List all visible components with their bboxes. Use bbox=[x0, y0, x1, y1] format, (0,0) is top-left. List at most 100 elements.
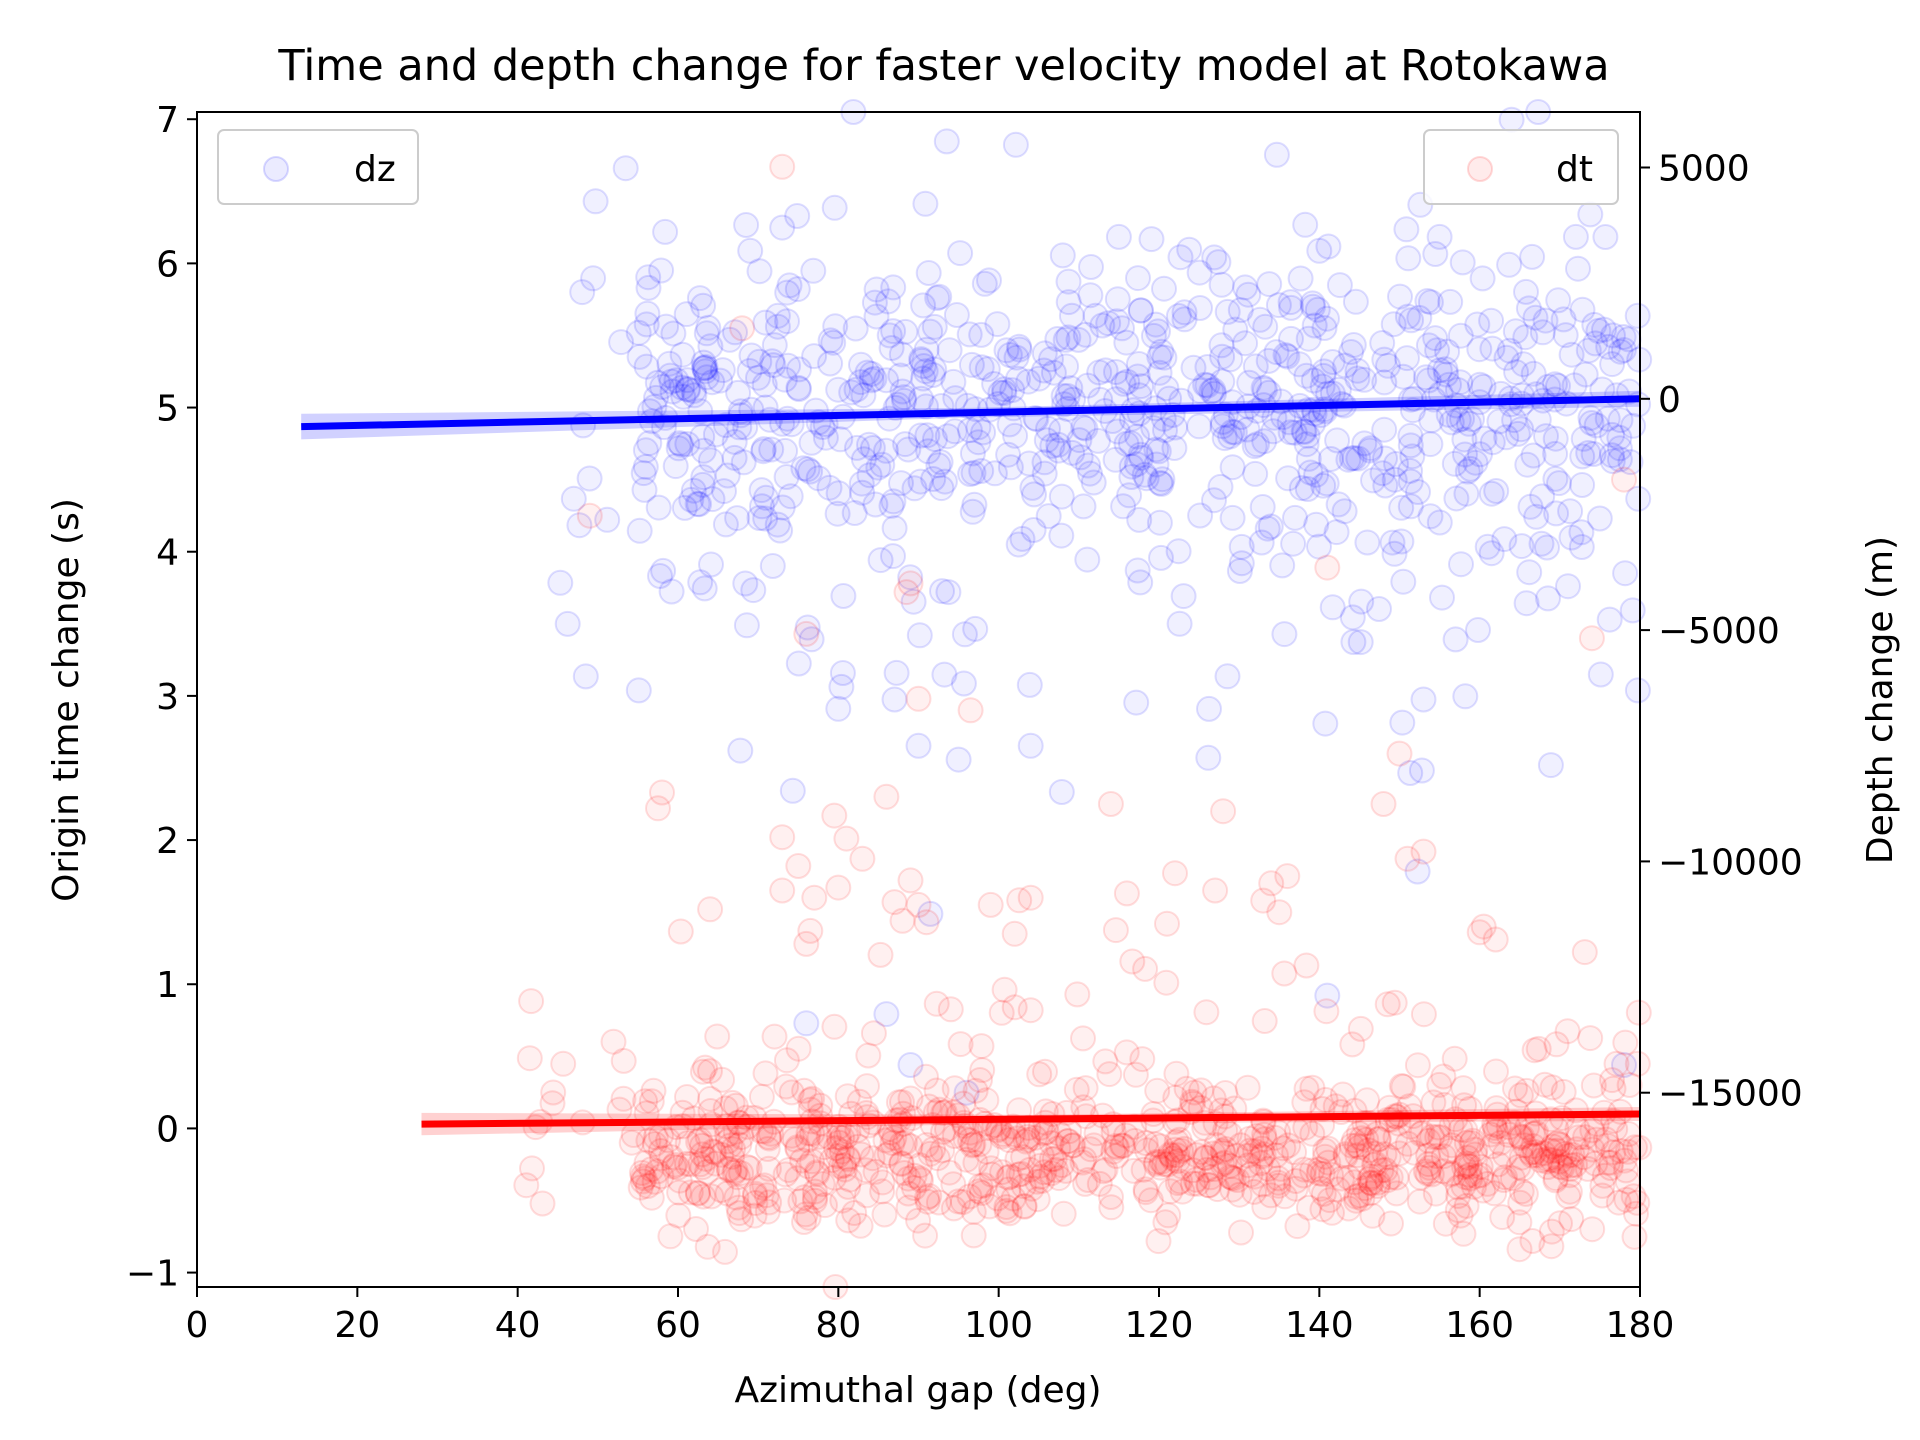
dt-point bbox=[1266, 899, 1293, 926]
dz-point bbox=[711, 478, 737, 505]
dz-point bbox=[908, 347, 935, 374]
dt-point bbox=[1309, 1161, 1336, 1187]
dt-point bbox=[1134, 1137, 1160, 1164]
dz-point bbox=[1287, 265, 1314, 292]
dt-point bbox=[968, 1180, 995, 1206]
dz-point bbox=[915, 260, 942, 286]
dt-point bbox=[754, 1198, 781, 1225]
dz-point bbox=[987, 379, 1014, 406]
dt-point bbox=[855, 1042, 882, 1069]
dz-point bbox=[931, 468, 958, 495]
dz-point bbox=[895, 436, 922, 463]
dz-point bbox=[569, 279, 596, 306]
dz-point bbox=[1040, 359, 1067, 386]
dz-point bbox=[897, 1052, 924, 1078]
dt-point bbox=[647, 1138, 674, 1164]
dt-point bbox=[1154, 1151, 1181, 1178]
dt-point bbox=[600, 1028, 627, 1055]
dz-point bbox=[1545, 287, 1572, 314]
dz-point bbox=[1344, 357, 1371, 384]
dz-point bbox=[1281, 419, 1308, 446]
dz-point bbox=[1020, 517, 1047, 543]
dt-point bbox=[1121, 1127, 1148, 1154]
dt-point bbox=[978, 1155, 1005, 1182]
dz-point bbox=[1282, 504, 1308, 531]
dt-point bbox=[797, 1087, 824, 1114]
legend-dt-marker bbox=[1467, 156, 1493, 182]
dz-point bbox=[1128, 297, 1154, 324]
dt-point bbox=[1623, 1200, 1649, 1227]
dz-point bbox=[1406, 304, 1433, 331]
dz-point bbox=[566, 512, 593, 539]
dt-point bbox=[1415, 1127, 1442, 1154]
dt-point bbox=[1574, 1155, 1601, 1182]
dz-point bbox=[926, 283, 953, 310]
dz-point bbox=[1208, 332, 1235, 359]
dt-point bbox=[1010, 1144, 1037, 1171]
x-tick-label: 40 bbox=[495, 1305, 541, 1346]
dt-point bbox=[1556, 1156, 1583, 1182]
dz-point bbox=[1443, 485, 1470, 512]
dt-point bbox=[831, 1156, 858, 1183]
dz-point bbox=[993, 337, 1020, 364]
dt-point bbox=[1409, 1119, 1436, 1146]
dz-point bbox=[1219, 504, 1246, 531]
dt-point bbox=[1157, 1178, 1184, 1205]
dt-point bbox=[754, 1136, 781, 1162]
dz-point bbox=[1217, 423, 1244, 450]
dz-point bbox=[1624, 677, 1651, 704]
dz-point bbox=[876, 322, 903, 349]
dt-point bbox=[664, 1154, 691, 1181]
dt-point bbox=[1625, 999, 1652, 1026]
dt-point bbox=[1180, 1170, 1206, 1197]
dz-point bbox=[1338, 445, 1365, 472]
dz-point bbox=[920, 362, 946, 388]
dt-point bbox=[1463, 1163, 1490, 1190]
dt-point bbox=[1445, 1183, 1472, 1209]
dz-point bbox=[1569, 296, 1596, 323]
dz-point bbox=[1397, 432, 1424, 459]
dt-point bbox=[969, 1057, 996, 1084]
dt-point bbox=[1452, 1164, 1479, 1191]
dt-point bbox=[835, 1173, 862, 1200]
dz-point bbox=[1127, 441, 1154, 468]
dt-point bbox=[945, 1188, 972, 1215]
dt-point bbox=[1467, 1162, 1494, 1189]
dt-point bbox=[1616, 1072, 1643, 1098]
dz-point bbox=[635, 264, 662, 291]
dz-point bbox=[1055, 289, 1082, 316]
dz-point bbox=[1434, 338, 1461, 365]
dt-point bbox=[1145, 1228, 1172, 1255]
dz-point bbox=[1201, 244, 1228, 271]
dz-point bbox=[1469, 265, 1496, 292]
dz-point bbox=[817, 327, 844, 354]
dt-point bbox=[1346, 1120, 1372, 1147]
dt-point bbox=[1520, 1133, 1547, 1160]
dz-point bbox=[798, 626, 825, 653]
dt-point bbox=[1359, 1202, 1386, 1229]
dt-point bbox=[677, 1151, 704, 1178]
dt-point bbox=[1265, 1169, 1292, 1196]
dt-point bbox=[644, 1158, 671, 1185]
dz-point bbox=[1405, 479, 1431, 505]
dt-point bbox=[1201, 1156, 1228, 1182]
dz-point bbox=[1347, 629, 1374, 656]
dt-point bbox=[629, 1168, 656, 1195]
dz-point bbox=[1479, 429, 1506, 456]
dz-point bbox=[935, 579, 962, 606]
dt-point bbox=[752, 1060, 779, 1087]
dt-point bbox=[641, 1168, 668, 1195]
dt-point bbox=[848, 1141, 875, 1168]
dz-point bbox=[712, 511, 739, 538]
dt-point bbox=[690, 1183, 717, 1210]
dt-point bbox=[893, 579, 920, 606]
dz-point bbox=[1205, 249, 1232, 276]
dz-point bbox=[758, 436, 785, 463]
dz-point bbox=[727, 737, 754, 764]
dt-point bbox=[1204, 1176, 1231, 1203]
dt-point bbox=[1097, 791, 1124, 817]
dt-point bbox=[1598, 1149, 1625, 1176]
dt-point bbox=[936, 1159, 963, 1186]
dt-point bbox=[1241, 1163, 1268, 1190]
dt-point bbox=[1490, 1167, 1517, 1193]
